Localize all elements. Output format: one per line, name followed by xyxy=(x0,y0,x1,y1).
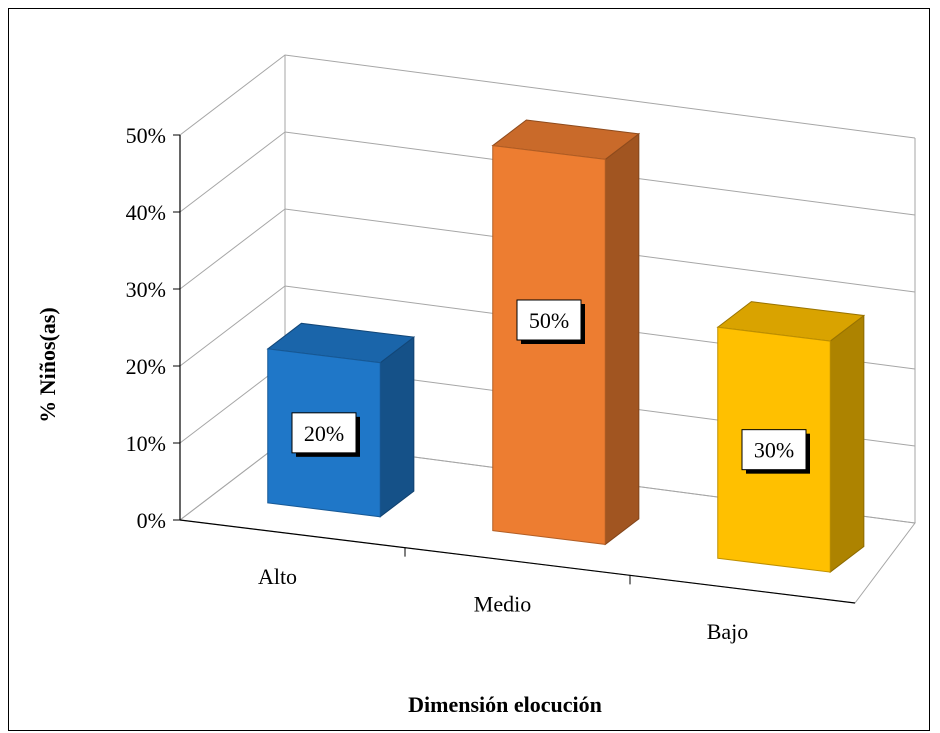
bar-side-face xyxy=(604,132,640,546)
bar-medio xyxy=(491,119,641,546)
y-tick-label: 30% xyxy=(126,277,166,302)
data-label-text: 20% xyxy=(304,421,344,446)
bar-side-face xyxy=(829,314,865,574)
y-tick-label: 10% xyxy=(126,431,166,456)
y-tick-label: 40% xyxy=(126,200,166,225)
y-tick-labels: 0% 10% 20% 30% 40% 50% xyxy=(126,123,166,533)
data-label-text: 30% xyxy=(754,438,794,463)
axes xyxy=(173,134,856,604)
x-axis-title: Dimensión elocución xyxy=(408,692,602,717)
bars xyxy=(266,119,866,574)
data-label-text: 50% xyxy=(529,308,569,333)
gridline xyxy=(179,131,916,216)
y-tick-label: 50% xyxy=(126,123,166,148)
data-label: 50% xyxy=(516,299,585,344)
gridline xyxy=(179,54,916,139)
gridline xyxy=(179,208,916,293)
y-axis-title: % Niños(as) xyxy=(35,307,60,423)
data-labels: 20% 50% 30% xyxy=(291,299,810,474)
data-label: 20% xyxy=(291,412,360,457)
y-tick-label: 0% xyxy=(137,508,166,533)
data-label-box xyxy=(741,429,807,471)
x-tick-labels: Alto Medio Bajo xyxy=(258,564,748,644)
bar-front-face xyxy=(492,145,606,545)
y-tick-label: 20% xyxy=(126,354,166,379)
data-label-box xyxy=(516,299,582,341)
x-tick-label: Medio xyxy=(474,592,531,617)
x-tick-label: Bajo xyxy=(707,619,749,644)
data-label-box xyxy=(291,412,357,454)
gridline xyxy=(179,285,916,370)
x-tick-label: Alto xyxy=(258,564,297,589)
bar-side-face xyxy=(379,336,415,518)
x-axis-line xyxy=(179,519,856,604)
data-label: 30% xyxy=(741,429,810,474)
